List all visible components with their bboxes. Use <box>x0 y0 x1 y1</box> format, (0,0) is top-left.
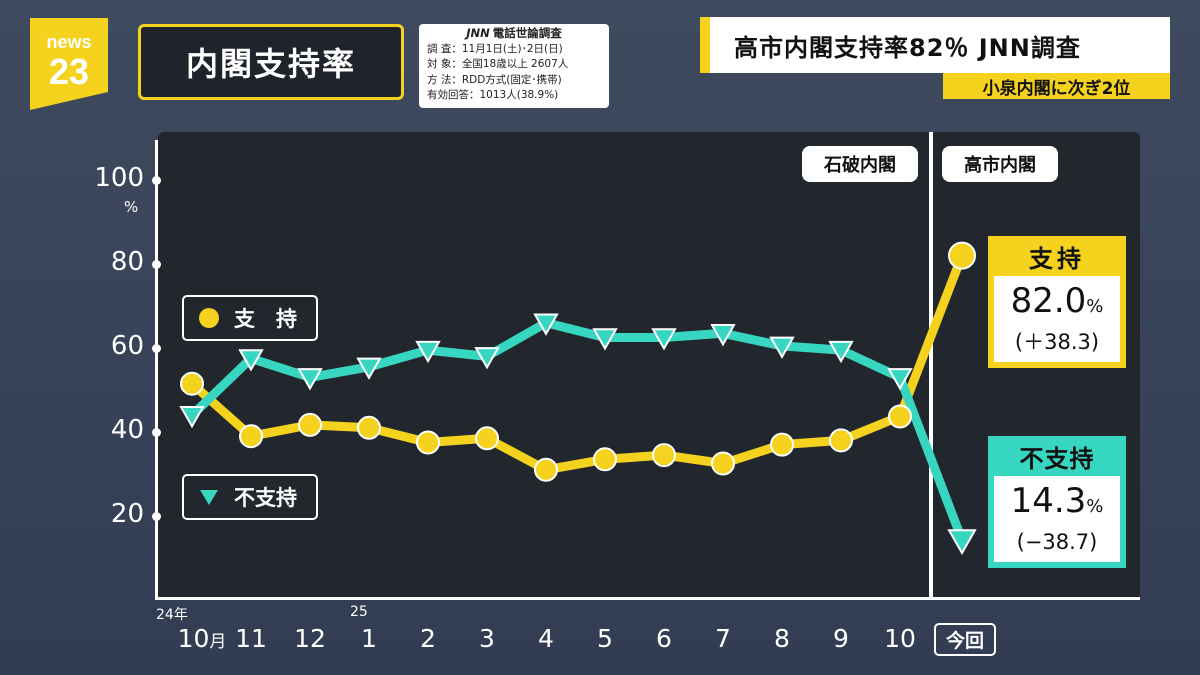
x-year-2024: 24年 <box>156 607 188 623</box>
data-point-nonsupport <box>474 347 500 370</box>
y-tick-label: 80 <box>110 247 144 277</box>
series-line-nonsupport <box>188 318 967 542</box>
legend-support-label: 支 持 <box>234 307 297 331</box>
result-support-value: 82.0% <box>1010 281 1104 321</box>
data-point-support <box>593 447 617 472</box>
legend-support-marker <box>199 308 219 328</box>
data-point-nonsupport <box>238 349 264 372</box>
data-point-support <box>180 371 204 396</box>
data-point-support <box>770 432 794 457</box>
news23-logo: news 23 <box>30 18 108 110</box>
data-point-nonsupport <box>533 313 559 336</box>
x-tick-label: 2 <box>420 624 436 653</box>
x-tick-label: 1 <box>361 624 377 653</box>
data-point-nonsupport <box>947 529 977 555</box>
y-axis-line <box>155 140 158 600</box>
result-nonsupport-label: 不支持 <box>1019 444 1095 473</box>
data-point-nonsupport <box>769 336 795 359</box>
cabinet-divider <box>929 132 933 600</box>
y-tick-label: 100 <box>94 163 144 193</box>
x-year-2025: 25 <box>350 604 368 620</box>
data-point-nonsupport <box>651 328 677 351</box>
x-tick-label: 10 <box>884 624 916 653</box>
survey-row: 方 法：RDD方式(固定･携帯) <box>427 73 562 86</box>
result-nonsupport-change: (−38.7) <box>1016 530 1098 554</box>
y-tick-label: 60 <box>110 331 144 361</box>
survey-row: 有効回答：1013人(38.9%) <box>427 89 559 101</box>
y-tick-dot <box>152 428 161 437</box>
x-tick-label: 6 <box>656 624 672 653</box>
data-point-nonsupport <box>710 324 736 347</box>
result-nonsupport-value: 14.3% <box>1010 481 1104 521</box>
data-point-support <box>948 241 976 270</box>
result-nonsupport-box: 不支持 14.3% (−38.7) <box>988 436 1126 568</box>
headline: 高市内閣支持率82％ JNN調査 <box>700 17 1170 73</box>
data-point-support <box>652 443 676 468</box>
era-label-ishiba: 石破内閣 <box>802 146 918 182</box>
data-point-nonsupport <box>887 368 913 391</box>
data-point-support <box>829 428 853 453</box>
data-point-support <box>475 426 499 451</box>
survey-title: JNN 電話世論調査 <box>466 26 562 40</box>
data-point-support <box>416 430 440 455</box>
x-tick-label: 7 <box>715 624 731 653</box>
data-point-support <box>711 451 735 476</box>
logo-news-text: news <box>46 32 91 52</box>
x-tick-label: 12 <box>294 624 326 653</box>
y-tick-dot <box>152 512 161 521</box>
data-point-nonsupport <box>415 340 441 364</box>
legend-nonsupport: 不支持 <box>182 474 318 520</box>
data-point-nonsupport <box>828 340 854 364</box>
x-tick-label: 8 <box>774 624 790 653</box>
y-tick-dot <box>152 344 161 353</box>
y-tick-dot <box>152 260 161 269</box>
result-support-box: 支持 82.0% (＋38.3) <box>988 236 1126 368</box>
result-support-label: 支持 <box>1029 244 1085 273</box>
data-point-nonsupport <box>592 328 618 351</box>
data-point-support <box>534 457 558 482</box>
legend-nonsupport-label: 不支持 <box>234 486 297 510</box>
x-tick-label: 11 <box>235 624 267 653</box>
data-point-support <box>239 424 263 449</box>
data-point-support <box>357 415 381 440</box>
x-axis-line <box>155 597 1140 600</box>
logo-number-text: 23 <box>49 51 89 92</box>
y-tick-label: 40 <box>110 415 144 445</box>
x-label-now: 今回 <box>934 623 996 656</box>
x-tick-label: 10月 <box>177 624 227 653</box>
survey-row: 対 象：全国18歳以上 2607人 <box>427 58 569 70</box>
result-support-change: (＋38.3) <box>1014 330 1100 354</box>
y-unit-label: % <box>124 198 139 216</box>
subheadline: 小泉内閣に次ぎ2位 <box>943 73 1170 99</box>
survey-row: 調 査：11月1日(土)･2日(日) <box>427 42 563 55</box>
survey-brand: JNN <box>466 26 490 40</box>
y-tick-dot <box>152 176 161 185</box>
chart-panel <box>158 132 1140 600</box>
x-tick-label: 3 <box>479 624 495 653</box>
data-point-nonsupport <box>179 405 205 429</box>
data-point-support <box>298 412 322 437</box>
headline-accent-bar <box>700 17 710 73</box>
x-tick-label: 5 <box>597 624 613 653</box>
data-point-nonsupport <box>297 368 323 391</box>
y-tick-label: 20 <box>110 499 144 529</box>
legend-nonsupport-marker <box>200 490 218 505</box>
era-label-takaichi: 高市内閣 <box>942 146 1058 182</box>
data-point-nonsupport <box>356 357 382 380</box>
survey-info-box: JNN 電話世論調査 調 査：11月1日(土)･2日(日) 対 象：全国18歳以上… <box>419 24 609 108</box>
data-point-support <box>888 404 912 429</box>
page-title: 内閣支持率 <box>138 24 404 100</box>
legend-support: 支 持 <box>182 295 318 341</box>
x-tick-label: 9 <box>833 624 849 653</box>
x-tick-label: 4 <box>538 624 554 653</box>
